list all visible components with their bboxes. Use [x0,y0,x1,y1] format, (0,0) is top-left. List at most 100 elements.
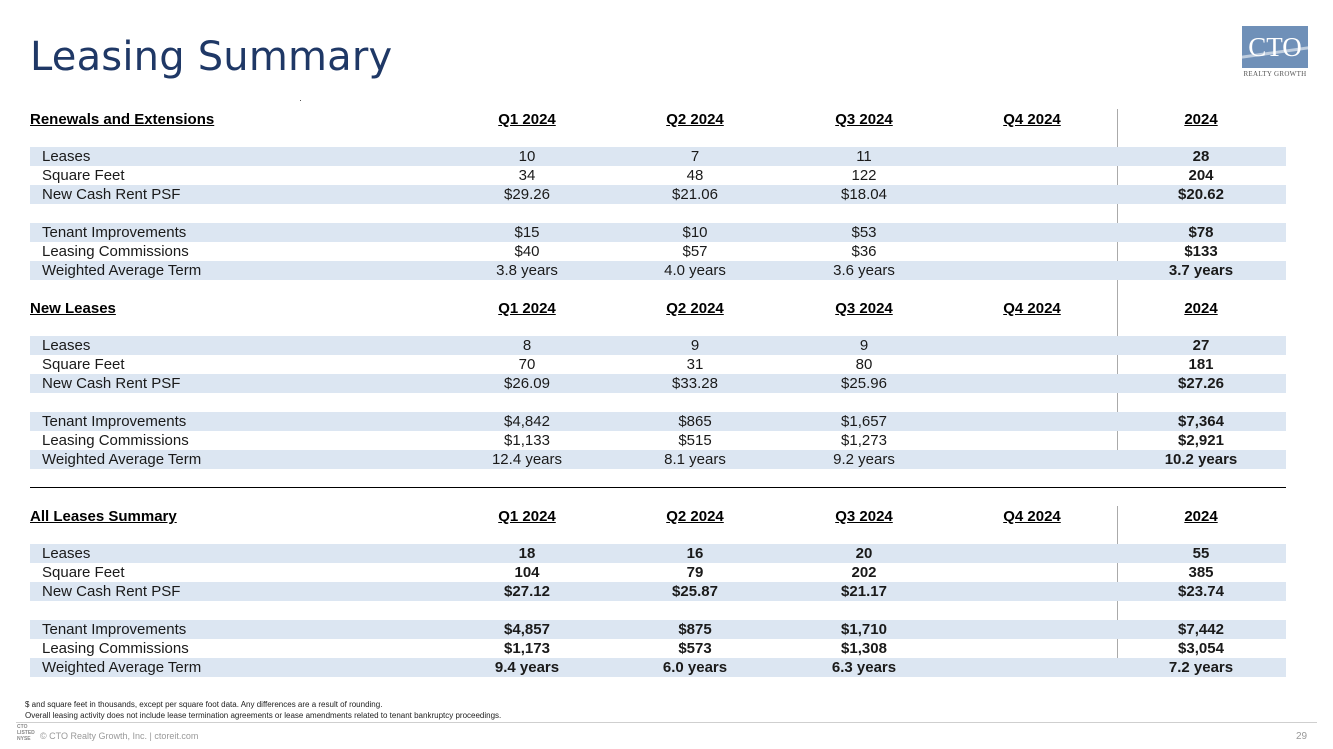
value-cell: $26.09 [504,375,550,392]
table-row: Leasing Commissions $1,133 $515 $1,273 $2,92… [30,431,1286,450]
row-label: Leasing Commissions [42,243,189,260]
value-cell: 3.8 years [496,262,558,279]
logo-mark: CTO [1242,26,1308,68]
total-cell: $3,054 [1178,640,1224,657]
value-cell: $1,657 [841,413,887,430]
section-rows: Leases 10 7 11 28 Square Feet 34 48 122 204 New Ca… [30,147,1286,280]
table-row: Weighted Average Term 3.8 years 4.0 years 3… [30,261,1286,280]
value-cell: 9.2 years [833,451,895,468]
value-cell: $865 [678,413,712,430]
row-spacer [30,204,1286,223]
value-cell: $10 [682,224,708,241]
value-cell: 18 [518,545,536,562]
section-title: All Leases Summary [30,508,177,525]
value-cell: $21.06 [672,186,718,203]
value-cell: $1,308 [841,640,887,657]
row-label: Tenant Improvements [42,413,187,430]
row-label: Leasing Commissions [42,640,189,657]
total-cell: $78 [1188,224,1214,241]
total-cell: 28 [1192,148,1210,165]
row-label: Leases [42,337,91,354]
table-row: Weighted Average Term 9.4 years 6.0 years 6… [30,658,1286,677]
value-cell: $1,173 [504,640,550,657]
value-cell: 80 [855,356,873,373]
total-cell: 55 [1192,545,1210,562]
total-cell: 181 [1188,356,1214,373]
total-column-divider [1117,109,1118,299]
value-cell: 3.6 years [833,262,895,279]
value-cell: $29.26 [504,186,550,203]
column-header: Q4 2024 [1003,508,1061,525]
value-cell: $515 [678,432,712,449]
nyse-listed-logo: CTO LISTED NYSE [17,724,35,742]
value-cell: 31 [686,356,704,373]
column-header: Q2 2024 [666,300,724,317]
table-row: Weighted Average Term 12.4 years 8.1 years… [30,450,1286,469]
row-label: Square Feet [42,564,125,581]
column-header: 2024 [1184,111,1218,128]
value-cell: $1,273 [841,432,887,449]
value-cell: $40 [514,243,540,260]
column-header: 2024 [1184,300,1218,317]
section-title: Renewals and Extensions [30,111,215,128]
row-label: New Cash Rent PSF [42,186,181,203]
column-header: Q2 2024 [666,111,724,128]
page-title: Leasing Summary [30,34,393,80]
total-cell: 3.7 years [1168,262,1234,279]
value-cell: 7 [690,148,700,165]
value-cell: 4.0 years [664,262,726,279]
row-label: New Cash Rent PSF [42,583,181,600]
value-cell: $4,842 [504,413,550,430]
column-header: Q3 2024 [835,300,893,317]
total-cell: $7,364 [1178,413,1224,430]
value-cell: 16 [686,545,704,562]
column-header: Q1 2024 [498,508,556,525]
total-cell: $27.26 [1178,375,1224,392]
row-label: Tenant Improvements [42,224,187,241]
table-row: New Cash Rent PSF $29.26 $21.06 $18.04 $20.6… [30,185,1286,204]
value-cell: $1,710 [841,621,887,638]
value-cell: $21.17 [841,583,887,600]
value-cell: 20 [855,545,873,562]
value-cell: $1,133 [504,432,550,449]
row-label: Square Feet [42,167,125,184]
total-cell: $7,442 [1178,621,1224,638]
value-cell: $33.28 [672,375,718,392]
section-divider [30,487,1286,488]
row-spacer [30,601,1286,620]
column-header: Q2 2024 [666,508,724,525]
value-cell: $27.12 [504,583,550,600]
row-label: Leases [42,545,91,562]
value-cell: $4,857 [504,621,550,638]
table-row: Square Feet 70 31 80 181 [30,355,1286,374]
value-cell: 122 [851,167,877,184]
value-cell: 12.4 years [491,451,563,468]
value-cell: 6.3 years [831,659,897,676]
table-row: Leases 8 9 9 27 [30,336,1286,355]
total-cell: $20.62 [1178,186,1224,203]
column-header: 2024 [1184,508,1218,525]
table-row: New Cash Rent PSF $26.09 $33.28 $25.96 $27.2… [30,374,1286,393]
value-cell: $25.96 [841,375,887,392]
page-number: 29 [1296,731,1308,742]
value-cell: 34 [518,167,536,184]
value-cell: $53 [851,224,877,241]
table-row: Square Feet 34 48 122 204 [30,166,1286,185]
section-title: New Leases [30,300,116,317]
stray-dot [300,100,301,101]
total-cell: 204 [1188,167,1214,184]
column-header: Q1 2024 [498,300,556,317]
footer-rule [16,722,1317,723]
footer-copyright: © CTO Realty Growth, Inc. | ctoreit.com [40,731,199,741]
row-label: Weighted Average Term [42,659,202,676]
table-row: Tenant Improvements $15 $10 $53 $78 [30,223,1286,242]
row-label: Leasing Commissions [42,432,189,449]
row-label: New Cash Rent PSF [42,375,181,392]
column-header: Q3 2024 [835,111,893,128]
section-rows: Leases 8 9 9 27 Square Feet 70 31 80 181 New Cash … [30,336,1286,469]
footnote-1: $ and square feet in thousands, except p… [25,700,383,709]
value-cell: 48 [686,167,704,184]
row-label: Weighted Average Term [42,262,202,279]
value-cell: 8.1 years [664,451,726,468]
value-cell: 6.0 years [662,659,728,676]
